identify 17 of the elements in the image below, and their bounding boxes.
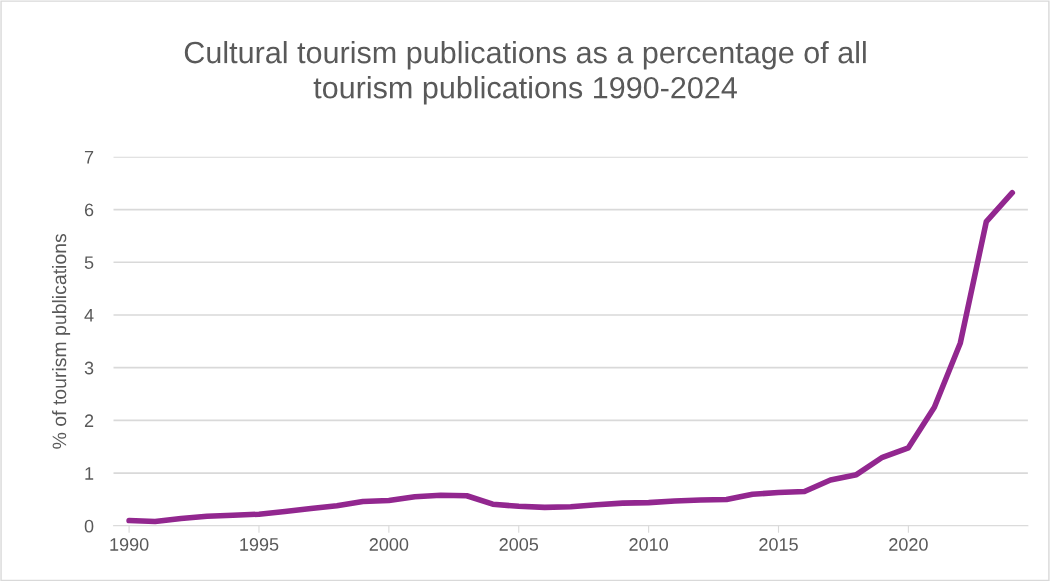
y-tick-label: 4 (84, 309, 94, 322)
y-tick-label: 1 (85, 467, 94, 480)
x-tick-label: 2000 (369, 538, 409, 551)
y-tick-label: 2 (84, 414, 94, 427)
x-tick-label: 2005 (499, 538, 539, 551)
x-tick-label: 2015 (759, 538, 798, 551)
y-tick-label: 0 (84, 519, 94, 533)
x-tick-label: 1990 (110, 538, 149, 551)
y-tick-label: 5 (84, 256, 94, 269)
y-axis-title: % of tourism publications (52, 233, 71, 449)
x-tick-label: 1995 (240, 538, 279, 551)
y-tick-label: 7 (84, 150, 94, 164)
y-tick-label: 6 (84, 203, 94, 217)
x-tick-label: 2020 (889, 538, 928, 551)
y-tick-label: 3 (84, 361, 94, 375)
chart-title: Cultural tourism publications as a percentage of all tourism publications 1990-2024 (184, 40, 866, 105)
x-tick-label: 2010 (629, 538, 668, 551)
